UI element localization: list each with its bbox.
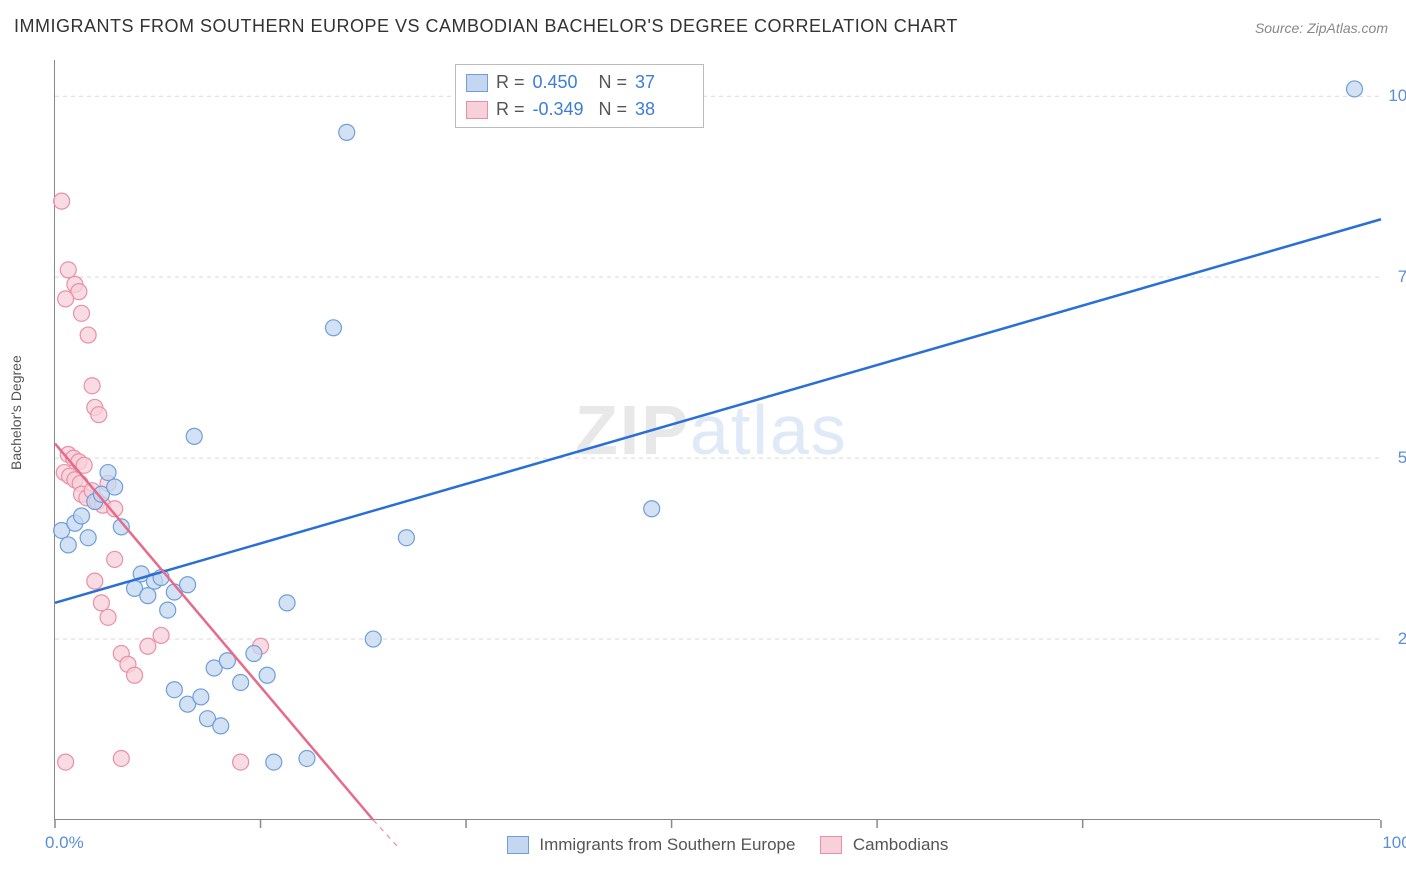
y-tick-100: 100.0%: [1388, 86, 1406, 106]
x-tick-right: 100.0%: [1382, 833, 1406, 853]
source-attribution: Source: ZipAtlas.com: [1255, 20, 1388, 36]
series-a-name: Immigrants from Southern Europe: [539, 835, 795, 854]
swatch-series-a-icon: [466, 74, 488, 92]
y-tick-25: 25.0%: [1398, 629, 1406, 649]
series-legend: Immigrants from Southern Europe Cambodia…: [55, 835, 1380, 855]
y-axis-label: Bachelor's Degree: [8, 355, 24, 470]
plot-area: ZIPatlas 25.0% 50.0% 75.0% 100.0% 0.0% 1…: [54, 60, 1380, 820]
swatch-series-b-icon: [820, 836, 842, 854]
scatter-chart: [55, 60, 1380, 819]
swatch-series-b-icon: [466, 101, 488, 119]
r-value-b: -0.349: [533, 96, 591, 123]
r-value-a: 0.450: [533, 69, 591, 96]
n-value-a: 37: [635, 69, 693, 96]
correlation-legend: R = 0.450 N = 37 R = -0.349 N = 38: [455, 64, 704, 128]
chart-title: IMMIGRANTS FROM SOUTHERN EUROPE VS CAMBO…: [14, 16, 958, 37]
y-tick-75: 75.0%: [1398, 267, 1406, 287]
y-tick-50: 50.0%: [1398, 448, 1406, 468]
series-b-name: Cambodians: [853, 835, 948, 854]
swatch-series-a-icon: [507, 836, 529, 854]
n-value-b: 38: [635, 96, 693, 123]
